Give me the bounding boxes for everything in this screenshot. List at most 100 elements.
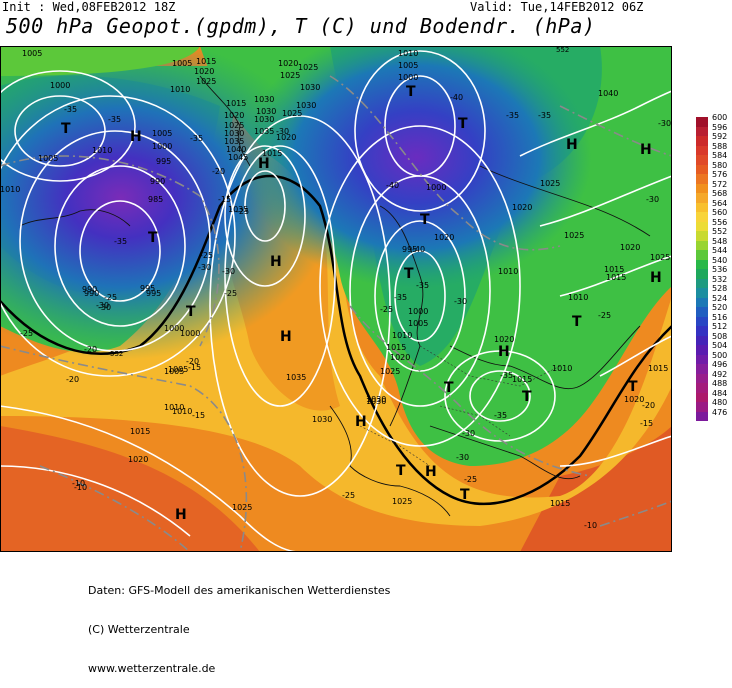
colorbar-value: 584 <box>712 151 728 160</box>
temperature-label: -15 <box>188 363 201 372</box>
isobar-label: 1020 <box>128 455 148 464</box>
high-center: H <box>650 270 662 286</box>
isobar-label: 1010 <box>0 185 20 194</box>
isobar-label: 1020 <box>494 335 514 344</box>
colorbar-swatch <box>696 231 708 241</box>
temperature-label: -35 <box>500 371 513 380</box>
isobar-label: 1005 <box>408 319 428 328</box>
isobar-label: 1010 <box>164 403 184 412</box>
colorbar-value: 504 <box>712 341 728 350</box>
isobar-label: 1005 <box>38 154 58 163</box>
low-center: T <box>420 212 430 228</box>
colorbar-value: 568 <box>712 189 728 198</box>
high-center: H <box>640 142 652 158</box>
isobar-label: 995 <box>146 289 161 298</box>
temperature-label: -25 <box>342 491 355 500</box>
isotherms <box>0 75 672 552</box>
colorbar-value: 544 <box>712 246 728 255</box>
colorbar-value: 580 <box>712 160 728 170</box>
colorbar-value: 552 <box>712 227 728 236</box>
isobar-label: 1015 <box>386 343 406 352</box>
isobar-label: 1030 <box>256 107 276 116</box>
isobar-label: 1025 <box>196 77 216 86</box>
colorbar-value: 516 <box>712 312 728 322</box>
colorbar-value: 588 <box>712 141 728 151</box>
colorbar-swatch <box>696 402 708 412</box>
colorbar-labels: 600 596 592 588 584 580 576 572 568 564 560 556 552 5… <box>712 113 727 417</box>
colorbar-value: 572 <box>712 179 728 189</box>
temperature-label: -30 <box>198 263 211 272</box>
temperature-label: -25 <box>104 293 117 302</box>
low-center: T <box>406 84 416 100</box>
colorbar-swatch <box>696 335 708 345</box>
isobar-label: 1015 <box>550 499 570 508</box>
high-center: H <box>498 344 510 360</box>
isobar-label: 1015 <box>130 427 150 436</box>
colorbar-swatch <box>696 240 708 250</box>
temperature-label: -40 <box>412 245 425 254</box>
colorbar-value: 532 <box>712 274 728 284</box>
colorbar-value: 596 <box>712 122 728 132</box>
isobar-label: 1020 <box>434 233 454 242</box>
colorbar-swatch <box>696 259 708 269</box>
colorbar-swatch <box>696 136 708 146</box>
colorbar-value: 576 <box>712 170 728 179</box>
low-center: T <box>61 121 71 137</box>
colorbar-swatch <box>696 316 708 326</box>
temperature-label: -20 <box>66 375 79 384</box>
isobar-label: 1010 <box>552 364 572 373</box>
low-center: T <box>444 380 454 396</box>
isobar-label: 1000 <box>426 183 446 192</box>
colorbar-value: 476 <box>712 407 728 417</box>
temperature-label: -35 <box>64 105 77 114</box>
colorbar-swatch <box>696 126 708 136</box>
isobar-label: 995 <box>140 284 155 293</box>
temperature-label: -30 <box>98 303 111 312</box>
pressure-centers: H H H H H H H H H H H T T T T T T T T T … <box>61 84 662 523</box>
isobar-label: 985 <box>148 195 163 204</box>
low-center: T <box>458 116 468 132</box>
low-center: T <box>522 389 532 405</box>
colorbar-value: 480 <box>712 398 728 407</box>
colorbar-value: 560 <box>712 208 728 217</box>
isobar-label: 1030 <box>300 83 320 92</box>
low-center: T <box>404 266 414 282</box>
temperature-label: -35 <box>114 237 127 246</box>
contour-552-label: 552 <box>110 350 123 358</box>
colorbar-swatch <box>696 183 708 193</box>
colorbar <box>696 117 708 421</box>
temperature-label: -25 <box>464 475 477 484</box>
high-center: H <box>280 329 292 345</box>
high-center: H <box>130 129 142 145</box>
isobar-label: 1030 <box>312 415 332 424</box>
temperature-label: -25 <box>20 329 33 338</box>
colorbar-swatch <box>696 297 708 307</box>
isobar-label: 1010 <box>498 267 518 276</box>
map-fields <box>0 46 672 552</box>
isobar-label: 1010 <box>398 49 418 58</box>
isobar-label: 1000 <box>398 73 418 82</box>
isobar-label: 1010 <box>172 407 192 416</box>
colorbar-value: 512 <box>712 322 728 331</box>
contour-552-labels: 552 552 <box>110 46 569 358</box>
isobar-label: 990 <box>82 285 97 294</box>
colorbar-swatch <box>696 221 708 231</box>
colorbar-swatch <box>696 326 708 336</box>
temperature-label: -40 <box>450 93 463 102</box>
low-center: T <box>148 230 158 246</box>
temperature-label: -35 <box>394 293 407 302</box>
isobar-label: 1025 <box>298 63 318 72</box>
colorbar-swatch <box>696 392 708 402</box>
colorbar-value: 564 <box>712 198 728 208</box>
colorbar-swatch <box>696 364 708 374</box>
isobar-label: 1020 <box>278 59 298 68</box>
temperature-label: -10 <box>74 483 87 492</box>
isobar-label: 1000 <box>408 307 428 316</box>
isobar-label: 1025 <box>282 109 302 118</box>
temperature-label: -35 <box>190 134 203 143</box>
colorbar-value: 556 <box>712 217 728 227</box>
isobar-label: 1005 <box>172 59 192 68</box>
isobar-label: 1035 <box>224 137 244 146</box>
colorbar-swatch <box>696 373 708 383</box>
colorbar-swatch <box>696 155 708 165</box>
